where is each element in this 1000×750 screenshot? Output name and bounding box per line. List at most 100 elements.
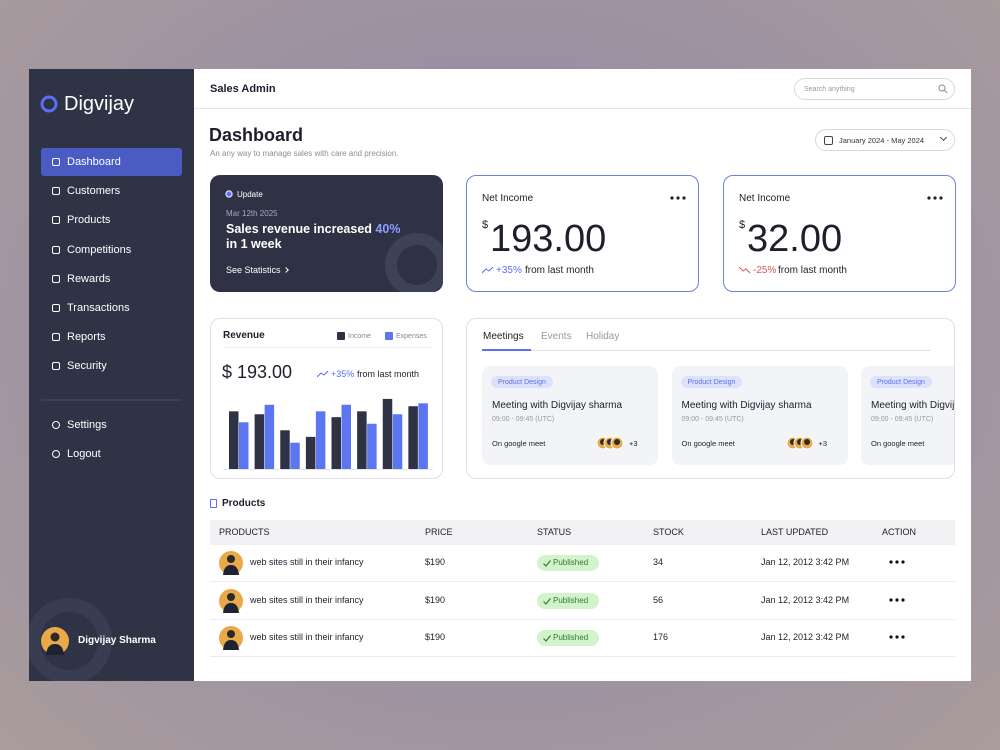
dot — [939, 196, 943, 200]
nav-item[interactable]: Products — [41, 208, 182, 232]
income-card: Net Income $193.00 +35% from last month — [466, 175, 699, 292]
column-header: LAST UPDATED — [761, 527, 829, 537]
nav-icon — [52, 187, 60, 196]
dot — [676, 196, 680, 200]
dot — [889, 560, 893, 564]
nav-icon — [52, 333, 60, 342]
last-updated: Jan 12, 2012 3:42 PM — [761, 594, 850, 605]
stock: 56 — [653, 594, 664, 605]
bar — [408, 406, 418, 469]
column-header: STATUS — [537, 527, 572, 537]
status: Published — [553, 558, 589, 567]
nav-item[interactable]: Reports — [41, 325, 182, 349]
attendees — [786, 436, 813, 450]
meeting-location: On google meet — [681, 439, 735, 448]
glass — [938, 84, 946, 92]
nav-item[interactable]: Security — [41, 354, 182, 378]
nav-label: Settings — [67, 419, 107, 431]
user-avatar — [41, 627, 69, 655]
update-card: Update Mar 12th 2025 Sales revenue increas… — [210, 175, 443, 292]
bar — [305, 436, 316, 469]
meeting-card: Product Design Meeting with Digvijay shar… — [482, 366, 658, 465]
headline-end: in 1 week — [226, 237, 282, 251]
column-header: PRODUCTS — [219, 527, 270, 537]
check-icon — [543, 560, 551, 567]
income-card: Net Income $32.00 -25% from last month — [723, 175, 956, 292]
nav-item[interactable]: Customers — [41, 179, 182, 203]
income-change: +35% — [496, 265, 522, 276]
income-change-text: from last month — [525, 265, 594, 276]
bar — [264, 404, 275, 469]
revenue-change: +35% — [331, 369, 355, 379]
nav-active — [41, 148, 182, 176]
product-name: web sites still in their infancy — [250, 632, 364, 642]
bar — [315, 411, 326, 469]
meeting-time: 09:00 - 09:45 (UTC) — [681, 416, 744, 423]
revenue-chart — [223, 398, 433, 470]
nav-label: Security — [67, 360, 107, 373]
tab[interactable]: Holiday — [586, 331, 620, 342]
nav-icon — [52, 158, 60, 166]
search-icon — [938, 84, 948, 94]
meeting-title: Meeting with Digvijay sharma — [871, 400, 955, 411]
trend-arrow — [317, 370, 329, 378]
update-badge: Update — [237, 190, 263, 199]
menu-dots[interactable] — [889, 597, 905, 603]
nav-item[interactable]: Logout — [41, 442, 182, 466]
product-price: $190 — [425, 594, 446, 605]
handle — [944, 90, 948, 94]
meeting-time: 09:00 - 09:45 (UTC) — [492, 416, 555, 423]
attendees — [597, 436, 624, 450]
product-price: $190 — [425, 632, 446, 642]
search-box[interactable]: Search anything — [794, 78, 955, 100]
products-icon — [210, 499, 217, 508]
currency: $ — [739, 219, 746, 231]
check — [543, 635, 551, 642]
last-updated: Jan 12, 2012 3:42 PM — [761, 632, 850, 642]
tag-pill: Product Design — [680, 376, 743, 388]
headline-start: Sales revenue increased — [226, 222, 372, 236]
product-avatar — [219, 588, 243, 613]
avatar-head — [227, 630, 235, 638]
nav-item[interactable]: Settings — [41, 413, 182, 437]
meeting-title: Meeting with Digvijay sharma — [681, 400, 812, 411]
meeting-location: On google meet — [492, 439, 546, 448]
menu-dots[interactable] — [889, 634, 905, 640]
nav-icon — [52, 304, 60, 312]
income-title: Net Income — [739, 193, 791, 204]
avatar-body — [223, 565, 239, 575]
trend — [739, 266, 751, 274]
meetings-card: Meetings Events Holiday Product Design Meeti… — [466, 318, 955, 479]
nav-item[interactable]: Competitions — [41, 238, 182, 262]
sidebar-decor — [29, 95, 182, 681]
meeting-title: Meeting with Digvijay sharma — [492, 400, 623, 411]
trend-arrow — [739, 266, 751, 274]
product-avatar — [219, 551, 243, 575]
avatar-head — [50, 632, 60, 642]
bar — [341, 404, 351, 469]
dot — [895, 635, 899, 639]
date-picker[interactable]: January 2024 - May 2024 — [815, 129, 955, 151]
tab[interactable]: Events — [541, 331, 572, 342]
nav-item[interactable]: Dashboard — [41, 150, 182, 174]
nav-icon — [52, 274, 60, 283]
nav-label: Dashboard — [67, 156, 121, 168]
avatar-body — [46, 644, 64, 655]
menu-dots[interactable] — [889, 559, 905, 565]
bar — [290, 442, 300, 469]
nav-label: Reports — [67, 331, 106, 344]
bar — [331, 417, 341, 469]
product-name: web sites still in their infancy — [250, 594, 364, 605]
nav-item[interactable]: Transactions — [41, 296, 182, 320]
tab[interactable]: Meetings — [483, 331, 524, 342]
currency: $ — [482, 219, 489, 231]
nav-item[interactable]: Rewards — [41, 267, 182, 291]
bar — [280, 430, 290, 469]
update-date: Mar 12th 2025 — [226, 209, 278, 218]
see-statistics-link[interactable]: See Statistics — [226, 265, 281, 275]
meeting-time: 09:00 - 09:45 (UTC) — [871, 416, 934, 423]
stock: 176 — [653, 632, 669, 642]
product-name: web sites still in their infancy — [250, 557, 364, 567]
headline-highlight: 40% — [375, 222, 401, 236]
column-header: PRICE — [425, 527, 453, 537]
